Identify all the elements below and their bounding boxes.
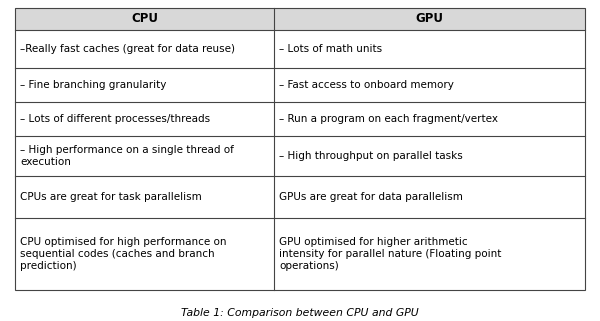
Text: CPUs are great for task parallelism: CPUs are great for task parallelism bbox=[20, 192, 202, 202]
Bar bbox=[15, 8, 585, 30]
Text: – High throughput on parallel tasks: – High throughput on parallel tasks bbox=[280, 151, 463, 161]
Text: GPU optimised for higher arithmetic
intensity for parallel nature (Floating poin: GPU optimised for higher arithmetic inte… bbox=[280, 237, 502, 271]
Text: –Really fast caches (great for data reuse): –Really fast caches (great for data reus… bbox=[20, 44, 235, 54]
Text: – Fast access to onboard memory: – Fast access to onboard memory bbox=[280, 80, 454, 90]
Text: – Lots of math units: – Lots of math units bbox=[280, 44, 382, 54]
Text: CPU optimised for high performance on
sequential codes (caches and branch
predic: CPU optimised for high performance on se… bbox=[20, 237, 227, 271]
Text: CPU: CPU bbox=[131, 13, 158, 25]
Text: – Fine branching granularity: – Fine branching granularity bbox=[20, 80, 166, 90]
Text: – Run a program on each fragment/vertex: – Run a program on each fragment/vertex bbox=[280, 114, 499, 124]
Bar bbox=[15, 8, 585, 290]
Text: Table 1: Comparison between CPU and GPU: Table 1: Comparison between CPU and GPU bbox=[181, 308, 419, 318]
Text: GPUs are great for data parallelism: GPUs are great for data parallelism bbox=[280, 192, 463, 202]
Text: – Lots of different processes/threads: – Lots of different processes/threads bbox=[20, 114, 210, 124]
Text: GPU: GPU bbox=[416, 13, 443, 25]
Text: – High performance on a single thread of
execution: – High performance on a single thread of… bbox=[20, 145, 234, 167]
